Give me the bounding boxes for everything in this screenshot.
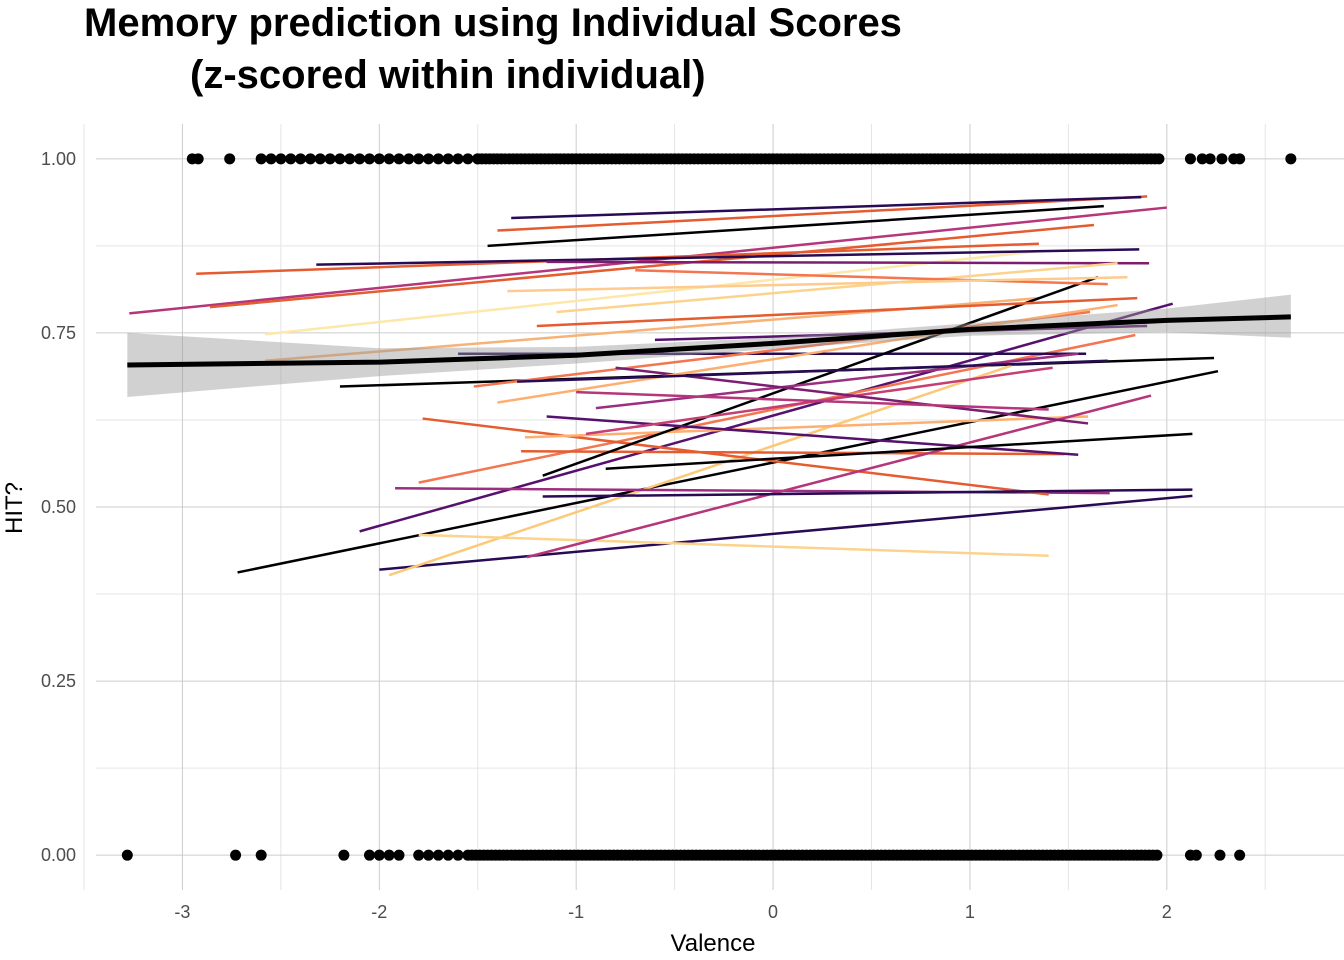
- data-point: [1153, 153, 1165, 165]
- data-point: [354, 153, 366, 165]
- data-point: [192, 153, 204, 165]
- individual-fit-line: [517, 359, 1108, 383]
- data-point: [452, 849, 464, 861]
- individual-fit-line: [511, 195, 1142, 220]
- data-point: [413, 849, 425, 861]
- x-tick-label: 0: [768, 902, 778, 922]
- y-tick-label: 0.50: [41, 497, 76, 517]
- individual-fit-line: [546, 260, 1150, 265]
- data-point: [423, 849, 435, 861]
- individual-fit-line: [497, 303, 1118, 404]
- chart-title-line1: Memory prediction using Individual Score…: [84, 1, 902, 45]
- x-tick-label: -1: [568, 902, 584, 922]
- x-tick-label: -3: [174, 902, 190, 922]
- individual-fit-line: [546, 415, 1079, 457]
- points-layer: [121, 153, 1297, 861]
- individual-fit-line: [316, 248, 1140, 266]
- data-point: [334, 153, 346, 165]
- x-tick-label: -2: [371, 902, 387, 922]
- individual-fit-line: [536, 296, 1138, 328]
- data-point: [1190, 849, 1202, 861]
- data-point: [338, 849, 350, 861]
- individual-fit-line: [507, 275, 1128, 293]
- data-point: [423, 153, 435, 165]
- data-point: [230, 849, 242, 861]
- y-axis-ticks: 0.00 0.25 0.50 0.75 1.00: [41, 149, 76, 865]
- individual-fit-line: [129, 206, 1167, 315]
- y-tick-label: 0.00: [41, 845, 76, 865]
- x-tick-label: 2: [1162, 902, 1172, 922]
- y-tick-label: 1.00: [41, 149, 76, 169]
- individual-fit-line: [576, 390, 1049, 411]
- x-axis-ticks: -3 -2 -1 0 1 2: [174, 902, 1171, 922]
- data-point: [383, 153, 395, 165]
- individual-fit-line: [418, 533, 1049, 557]
- x-axis-title: Valence: [671, 930, 756, 957]
- data-point: [432, 849, 444, 861]
- data-point: [373, 849, 385, 861]
- data-point: [304, 153, 316, 165]
- data-point: [462, 153, 474, 165]
- individual-fit-line: [526, 394, 1152, 559]
- individual-fit-line: [524, 415, 1089, 439]
- individual-fit-line: [605, 432, 1193, 470]
- x-tick-label: 1: [965, 902, 975, 922]
- individual-fit-line: [635, 268, 1108, 286]
- data-point: [255, 849, 267, 861]
- data-point: [363, 153, 375, 165]
- y-axis-title: HIT?: [1, 482, 28, 534]
- data-point: [275, 153, 287, 165]
- data-point: [1234, 153, 1246, 165]
- y-tick-label: 0.25: [41, 671, 76, 691]
- overall-fit-line: [127, 314, 1291, 368]
- data-point: [344, 153, 356, 165]
- individual-fit-line: [542, 276, 1099, 477]
- data-point: [1196, 153, 1208, 165]
- data-point: [393, 153, 405, 165]
- data-point: [285, 153, 297, 165]
- data-point: [452, 153, 464, 165]
- data-point: [393, 849, 405, 861]
- data-point: [121, 849, 133, 861]
- individual-fit-line: [264, 249, 1043, 336]
- data-point: [1204, 153, 1216, 165]
- data-point: [363, 849, 375, 861]
- data-point: [413, 153, 425, 165]
- data-point: [373, 153, 385, 165]
- individual-fit-line: [209, 223, 1095, 309]
- data-point: [1151, 849, 1163, 861]
- overall-fit-layer: [127, 294, 1291, 397]
- individual-fit-line: [595, 352, 1079, 410]
- data-point: [265, 153, 277, 165]
- data-point: [1214, 849, 1226, 861]
- individual-fit-line: [542, 488, 1193, 498]
- individual-fit-line: [487, 204, 1104, 248]
- data-point: [403, 153, 415, 165]
- individual-fit-line: [497, 195, 1148, 232]
- data-point: [314, 153, 326, 165]
- data-point: [295, 153, 307, 165]
- individual-fit-line: [615, 366, 1089, 425]
- data-point: [432, 153, 444, 165]
- individual-fits-layer: [129, 195, 1219, 577]
- individual-fit-line: [379, 494, 1193, 571]
- chart-title-line2: (z-scored within individual): [190, 53, 706, 97]
- data-point: [255, 153, 267, 165]
- data-point: [1216, 153, 1228, 165]
- y-tick-label: 0.75: [41, 323, 76, 343]
- data-point: [383, 849, 395, 861]
- individual-fit-line: [237, 369, 1219, 574]
- data-point: [1184, 153, 1196, 165]
- data-point: [442, 153, 454, 165]
- data-point: [1234, 849, 1246, 861]
- individual-fit-line: [556, 262, 1118, 314]
- data-point: [442, 849, 454, 861]
- data-point: [224, 153, 236, 165]
- individual-fit-line: [359, 302, 1174, 533]
- data-point: [324, 153, 336, 165]
- data-point: [1285, 153, 1297, 165]
- individual-fit-line: [422, 417, 1049, 496]
- individual-fit-line: [388, 364, 1012, 577]
